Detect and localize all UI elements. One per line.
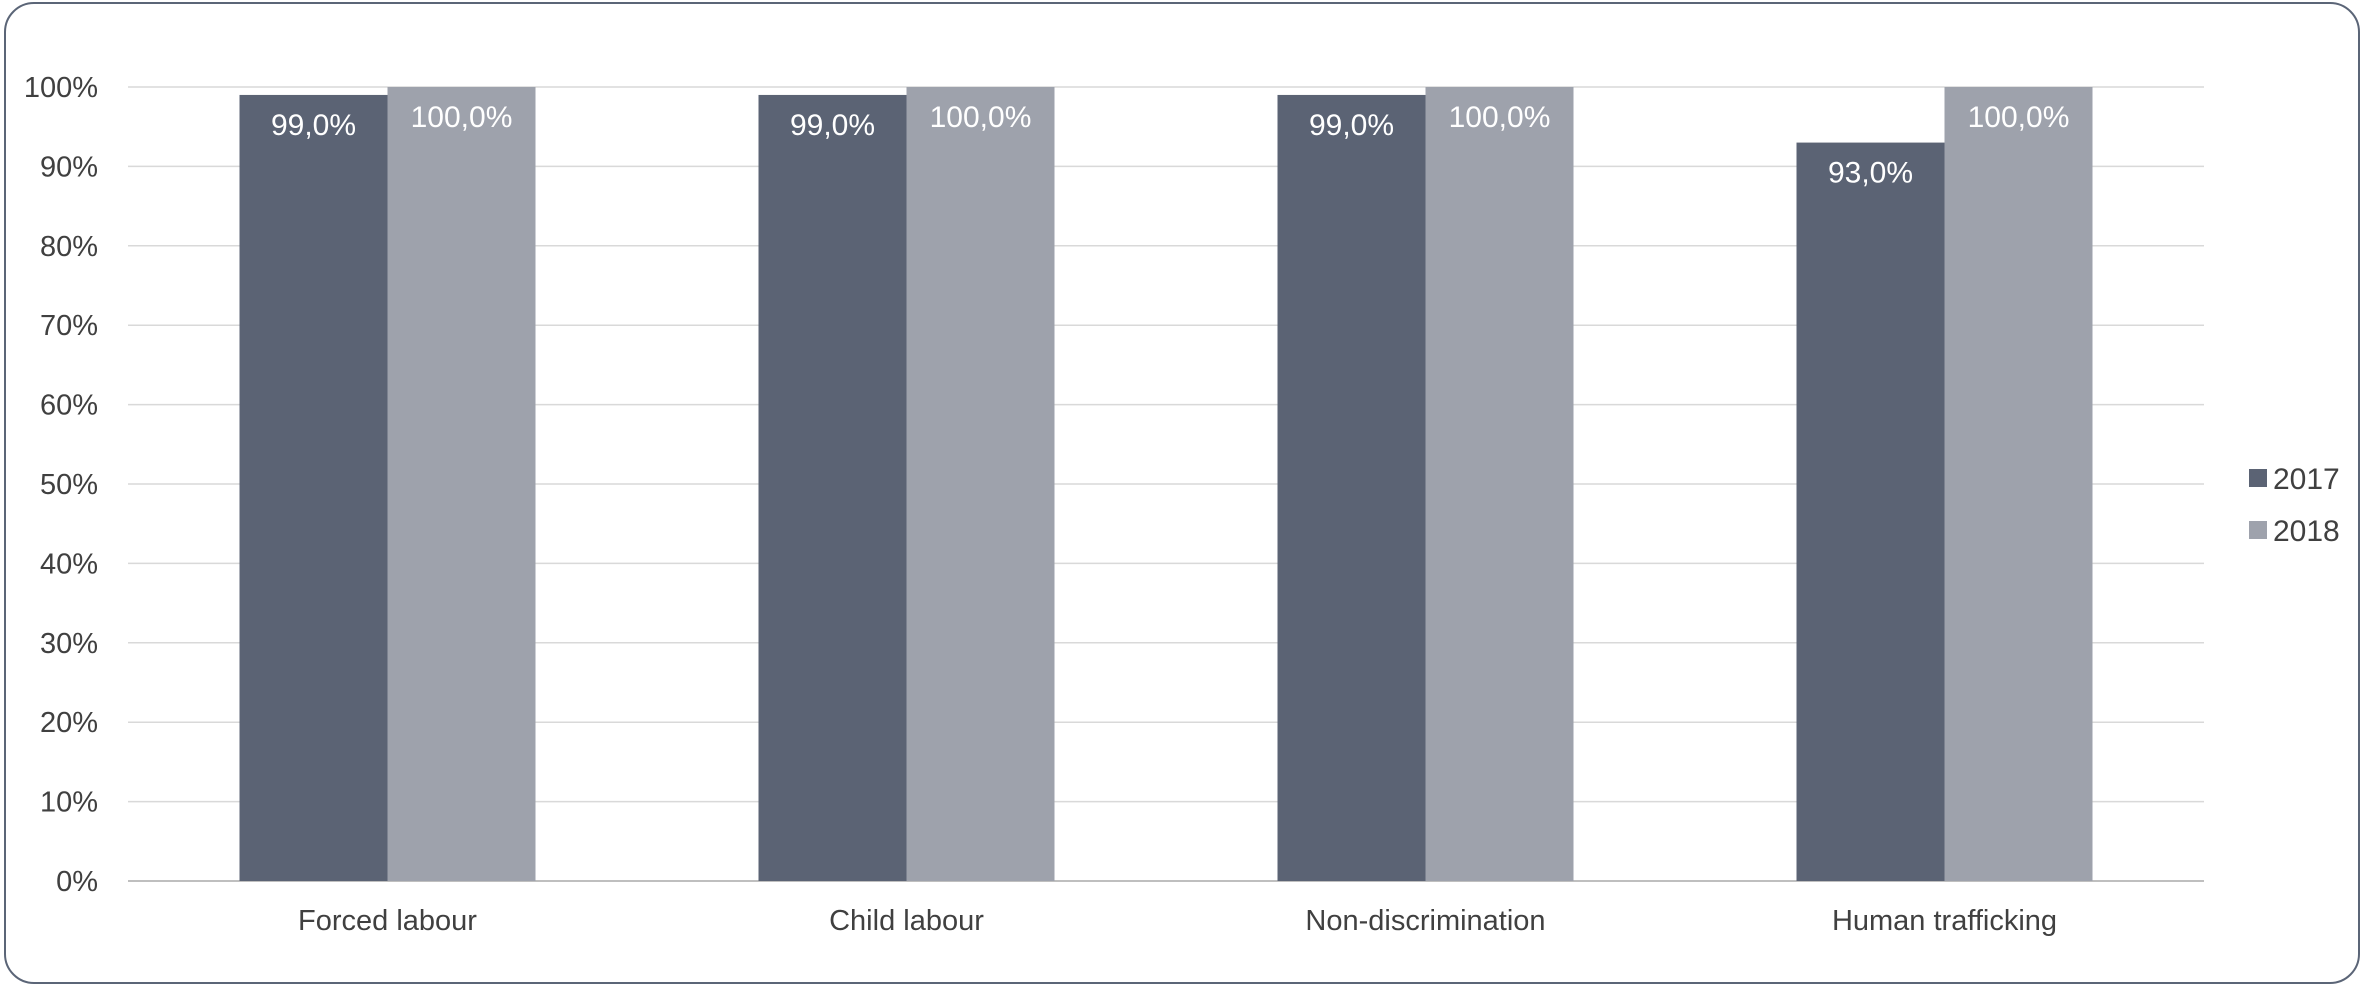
bar-2018-3 — [1425, 87, 1574, 881]
y-tick-label: 20% — [40, 707, 98, 739]
y-tick-label: 40% — [40, 548, 98, 580]
bar-2017-1 — [239, 94, 388, 881]
data-label: 100,0% — [1449, 101, 1551, 134]
legend: 2017 2018 — [2249, 463, 2340, 548]
data-label: 100,0% — [930, 101, 1032, 134]
data-labels: 99,0% 100,0% 99,0% 100,0% 99,0% 100,0% 93,0% 10… — [271, 101, 2069, 190]
y-tick-label: 30% — [40, 628, 98, 660]
data-label: 93,0% — [1828, 157, 1913, 190]
data-label: 99,0% — [1309, 109, 1394, 142]
bar-2018-1 — [387, 87, 536, 881]
y-tick-label: 70% — [40, 310, 98, 342]
x-tick-label: Non-discrimination — [1305, 905, 1545, 937]
x-tick-label: Forced labour — [298, 905, 477, 937]
y-tick-label: 100% — [24, 72, 98, 104]
y-tick-label: 10% — [40, 787, 98, 819]
bar-2018-4 — [1944, 87, 2093, 881]
bars — [239, 87, 2093, 881]
y-tick-label: 0% — [56, 866, 98, 898]
y-tick-label: 60% — [40, 390, 98, 422]
y-tick-label: 50% — [40, 469, 98, 501]
legend-label: 2017 — [2273, 463, 2340, 496]
bar-2017-3 — [1277, 94, 1426, 881]
bar-2018-2 — [906, 87, 1055, 881]
data-label: 99,0% — [790, 109, 875, 142]
data-label: 100,0% — [1968, 101, 2070, 134]
x-tick-label: Human trafficking — [1832, 905, 2057, 937]
legend-swatch — [2249, 469, 2267, 487]
bar-2017-2 — [758, 94, 907, 881]
y-axis-ticks: 0% 10% 20% 30% 40% 50% 60% 70% 80% 90% 100% — [24, 72, 98, 898]
data-label: 100,0% — [411, 101, 513, 134]
x-axis-labels: Forced labour Child labour Non-discriminat… — [298, 905, 2057, 937]
y-tick-label: 80% — [40, 231, 98, 263]
legend-swatch — [2249, 521, 2267, 539]
y-tick-label: 90% — [40, 151, 98, 183]
x-tick-label: Child labour — [829, 905, 984, 937]
data-label: 99,0% — [271, 109, 356, 142]
bar-2017-4 — [1796, 142, 1945, 881]
legend-label: 2018 — [2273, 515, 2340, 548]
